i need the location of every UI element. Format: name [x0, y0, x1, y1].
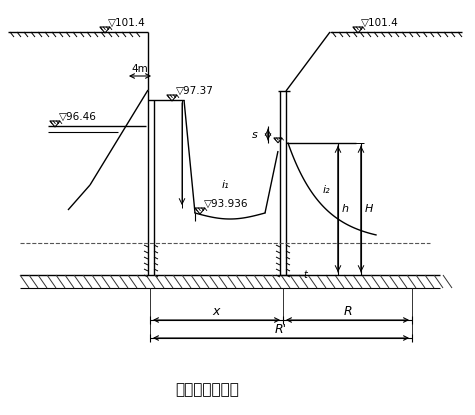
- Text: 4m: 4m: [132, 64, 148, 74]
- Text: ▽101.4: ▽101.4: [108, 18, 146, 28]
- Text: ▽97.37: ▽97.37: [176, 86, 214, 96]
- Text: i₂: i₂: [322, 185, 330, 195]
- Text: i₁: i₁: [221, 180, 229, 190]
- Text: H: H: [365, 204, 373, 214]
- Text: h: h: [342, 204, 349, 214]
- Text: ▽96.46: ▽96.46: [59, 112, 97, 122]
- Text: t: t: [303, 270, 307, 280]
- Text: R': R': [275, 323, 287, 336]
- Text: ▽93.936: ▽93.936: [204, 199, 248, 209]
- Text: 涌水量计算简图: 涌水量计算简图: [175, 383, 239, 398]
- Text: ▽101.4: ▽101.4: [361, 18, 399, 28]
- Text: R: R: [343, 305, 352, 318]
- Text: s: s: [252, 129, 258, 139]
- Text: x: x: [213, 305, 220, 318]
